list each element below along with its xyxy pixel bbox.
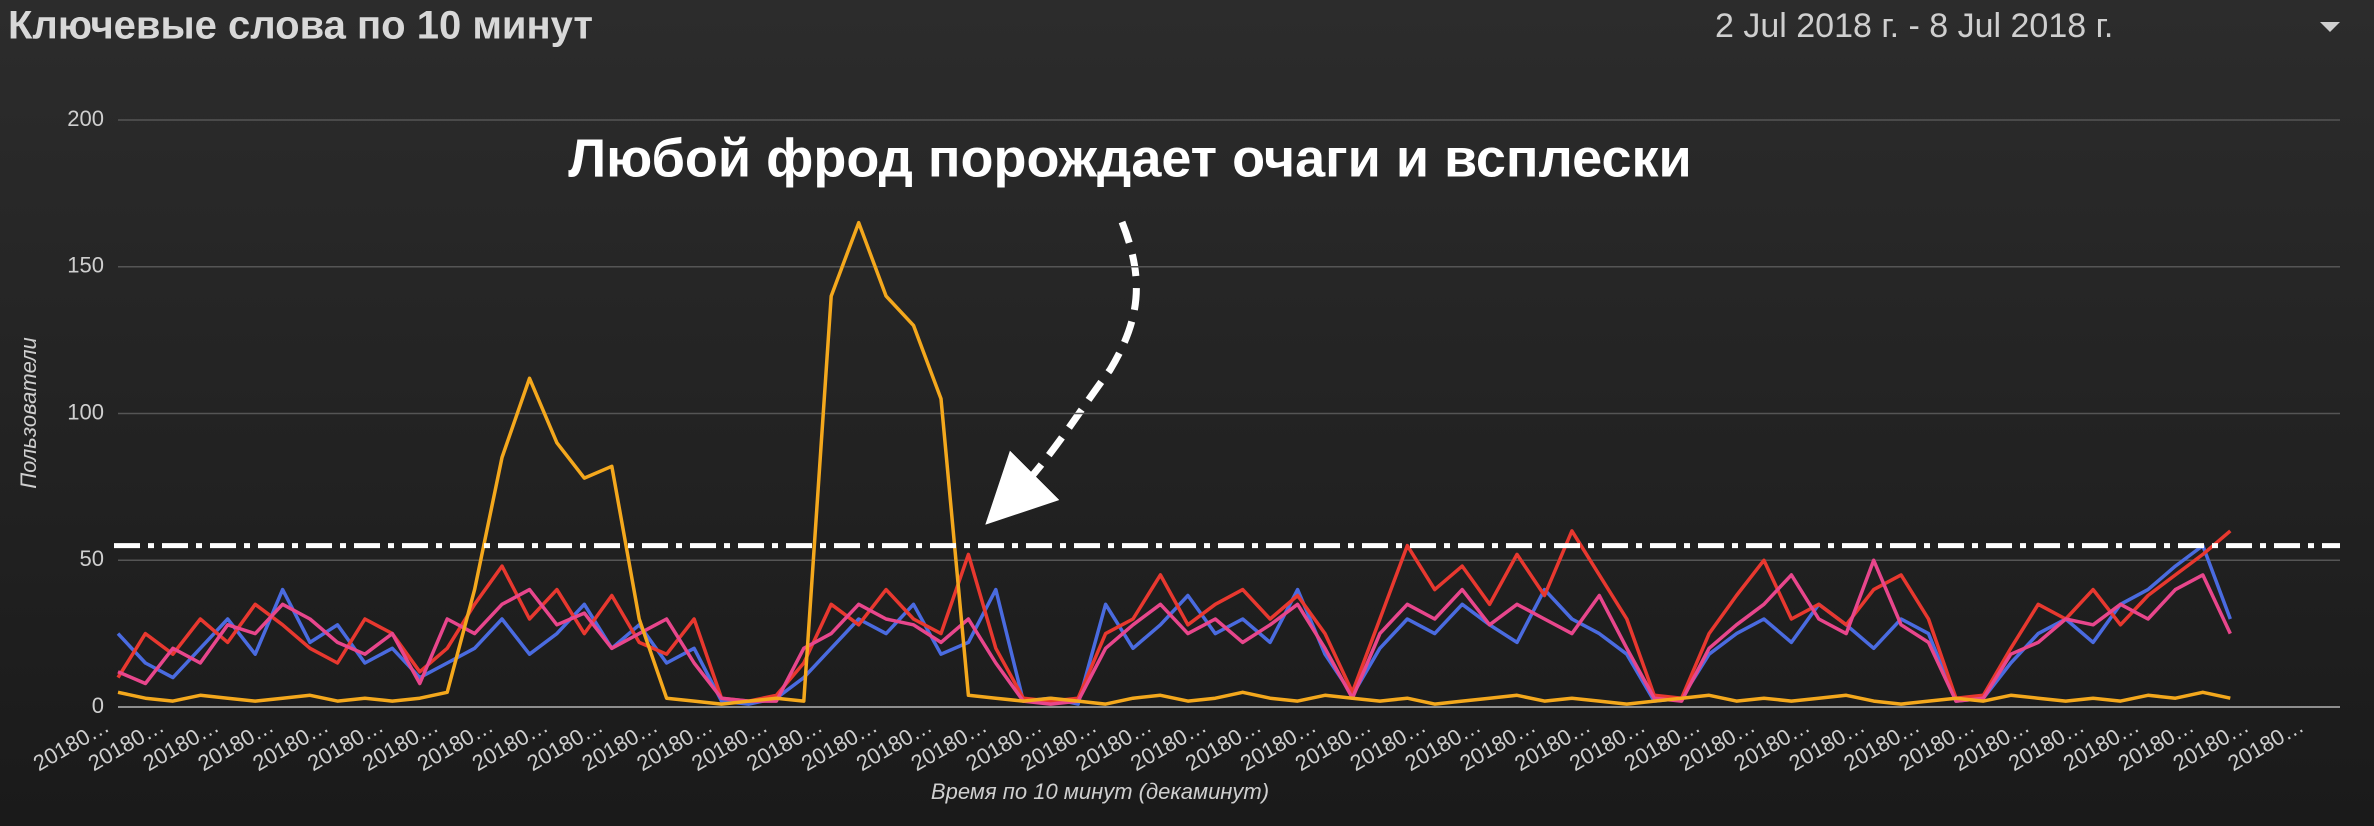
date-range[interactable]: 2 Jul 2018 г. - 8 Jul 2018 г. — [1715, 7, 2113, 45]
series-line — [116, 543, 2232, 706]
annotation-arrow — [985, 220, 1140, 525]
annotation: Любой фрод порождает очаги и всплески — [568, 128, 1691, 188]
y-tick-label: 100 — [67, 399, 104, 424]
y-axis-label: Пользователи — [16, 337, 41, 489]
y-tick-label: 200 — [67, 106, 104, 131]
y-tick-label: 0 — [92, 693, 104, 718]
x-axis-label: Время по 10 минут (декаминут) — [931, 779, 1269, 804]
series-line — [117, 558, 2232, 706]
chart-title: Ключевые слова по 10 минут — [8, 4, 593, 48]
dropdown-arrow[interactable] — [2320, 22, 2340, 32]
y-tick-label: 50 — [80, 546, 104, 571]
series-line — [117, 220, 2231, 706]
y-tick-label: 150 — [67, 253, 104, 278]
